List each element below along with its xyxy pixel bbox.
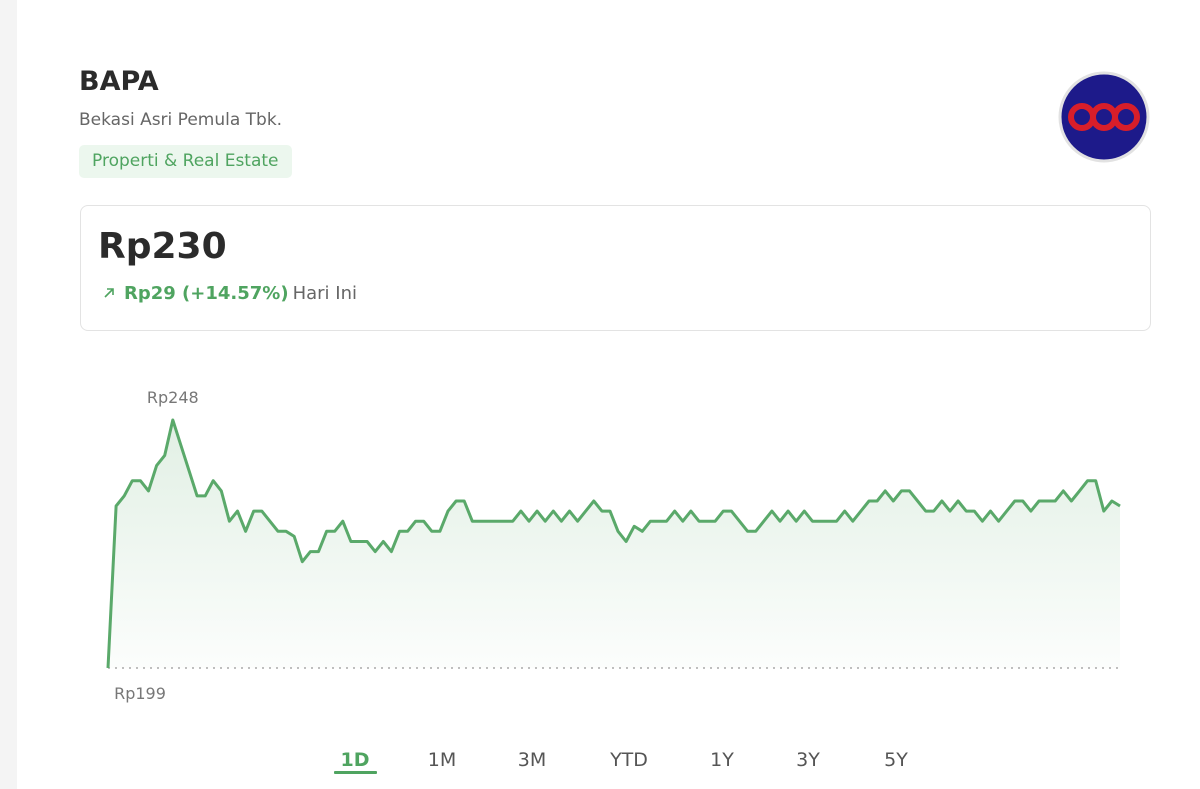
price-line xyxy=(106,418,1121,669)
range-button[interactable]: 3Y xyxy=(796,749,820,771)
range-button[interactable]: 1M xyxy=(428,749,456,771)
ticker: BAPA xyxy=(79,66,159,97)
change-row: Rp29 (+14.57%) Hari Ini xyxy=(102,283,357,304)
area xyxy=(108,420,1120,668)
range-button[interactable]: 5Y xyxy=(884,749,908,771)
logo xyxy=(1058,71,1150,163)
range-button[interactable]: 1Y xyxy=(710,749,734,771)
company-name: Bekasi Asri Pemula Tbk. xyxy=(79,110,283,130)
price-box xyxy=(80,205,1151,331)
up-arrow xyxy=(104,288,114,298)
range-button[interactable]: YTD xyxy=(609,749,648,771)
sector-tag[interactable]: Properti & Real Estate xyxy=(79,145,292,178)
current-price: Rp230 xyxy=(98,226,227,267)
extreme-label: Rp199 xyxy=(114,684,166,703)
range-button[interactable]: 3M xyxy=(518,749,546,771)
range-button[interactable]: 1D xyxy=(341,749,370,771)
period: Hari Ini xyxy=(292,283,357,304)
active-underline xyxy=(334,771,377,774)
side-strip xyxy=(0,0,17,789)
price-change: Rp29 (+14.57%) xyxy=(124,283,289,304)
extreme-label: Rp248 xyxy=(147,388,199,407)
